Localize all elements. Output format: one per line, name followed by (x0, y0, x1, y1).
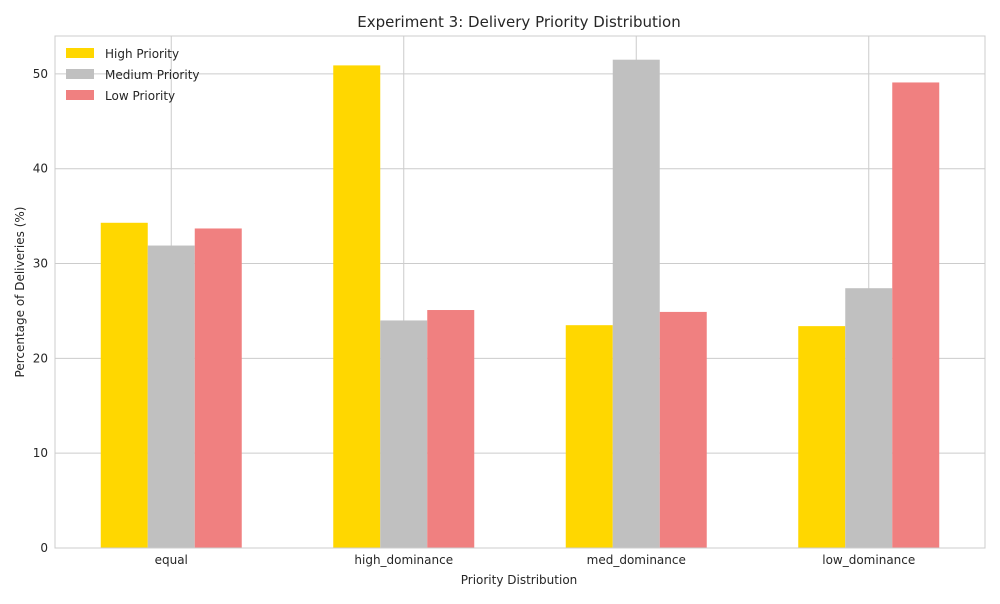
y-tick-label: 50 (33, 67, 48, 81)
bar-medium-priority-high-dominance (380, 320, 428, 548)
y-tick-label: 10 (33, 446, 48, 460)
legend-swatch (66, 48, 94, 58)
y-tick-label: 30 (33, 257, 48, 271)
legend-label: High Priority (105, 47, 179, 61)
plot-frame (54, 35, 986, 549)
bar-medium-priority-low-dominance (845, 288, 893, 548)
legend-swatch (66, 90, 94, 100)
bar-high-priority-equal (100, 222, 148, 548)
bar-low-priority-equal (194, 228, 242, 549)
legend-swatch (66, 69, 94, 79)
bar-high-priority-med-dominance (565, 325, 613, 548)
y-tick-labels: 0 10 20 30 40 50 (33, 67, 48, 555)
bar-medium-priority-equal (147, 245, 195, 548)
x-tick-label: med_dominance (587, 553, 686, 567)
bar-medium-priority-med-dominance (612, 59, 660, 548)
y-tick-label: 20 (33, 351, 48, 365)
x-tick-labels: equal high_dominance med_dominance low_domi… (155, 553, 916, 567)
bar-low-priority-med-dominance (659, 311, 707, 548)
bars (100, 59, 940, 549)
legend-label: Low Priority (105, 89, 175, 103)
x-axis-label: Priority Distribution (461, 573, 578, 587)
bar-high-priority-high-dominance (333, 65, 381, 549)
legend-label: Medium Priority (105, 68, 200, 82)
y-tick-label: 0 (40, 541, 48, 555)
x-tick-label: high_dominance (354, 553, 453, 567)
y-axis-label: Percentage of Deliveries (%) (13, 207, 27, 378)
bar-low-priority-low-dominance (892, 82, 940, 548)
legend: High Priority Medium Priority Low Priority (66, 47, 200, 103)
x-tick-label: equal (155, 553, 188, 567)
x-tick-label: low_dominance (822, 553, 915, 567)
chart-title: Experiment 3: Delivery Priority Distribu… (357, 13, 681, 31)
bar-low-priority-high-dominance (427, 310, 475, 548)
y-tick-label: 40 (33, 162, 48, 176)
bar-high-priority-low-dominance (798, 326, 846, 548)
